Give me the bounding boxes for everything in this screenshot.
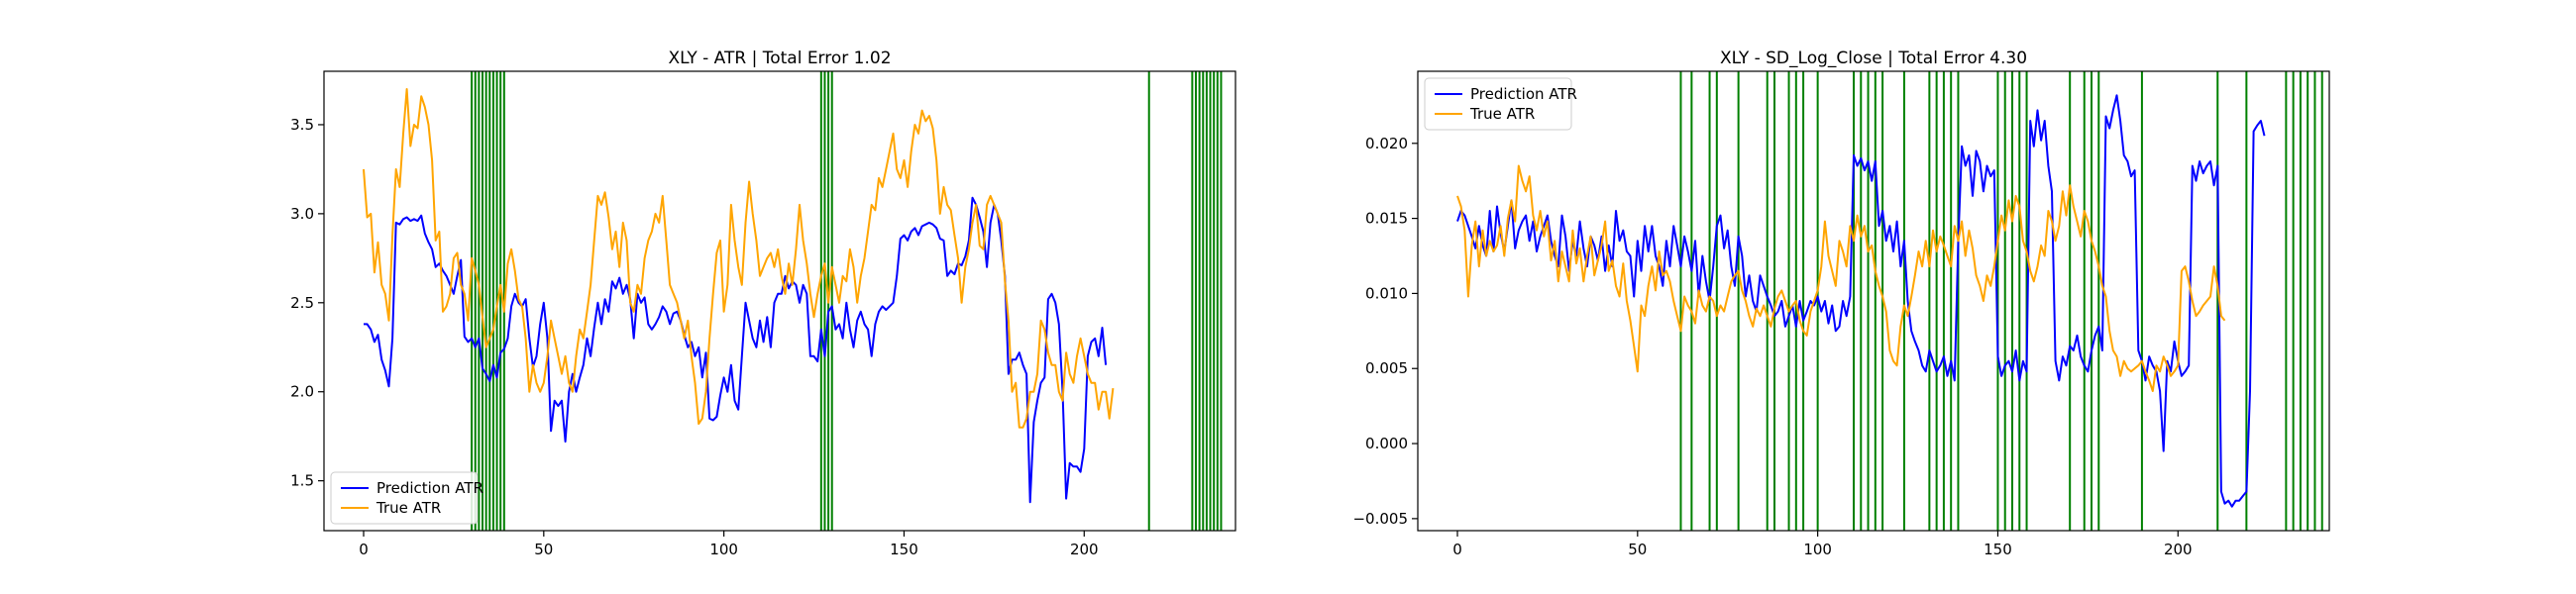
y-tick-label: 0.005 <box>1365 359 1408 377</box>
x-tick-label: 200 <box>2164 541 2193 558</box>
y-tick-label: 0.020 <box>1365 135 1408 152</box>
legend-label: Prediction ATR <box>376 479 483 497</box>
axes-frame <box>323 70 1236 532</box>
x-tick-label: 150 <box>1984 541 2012 558</box>
chart-title: XLY - SD_Log_Close | Total Error 4.30 <box>1720 49 2027 68</box>
series-line-true <box>1456 164 2226 392</box>
x-tick-label: 100 <box>1803 541 1832 558</box>
legend-label: Prediction ATR <box>1470 85 1577 103</box>
x-tick-label: 0 <box>1452 541 1462 558</box>
chart-title: XLY - ATR | Total Error 1.02 <box>668 49 891 68</box>
axes-frame <box>1417 70 2330 532</box>
x-tick-label: 200 <box>1070 541 1099 558</box>
series-line-true <box>363 88 1115 429</box>
plot-area: 0 50 100 150 200 1.5 2.0 2.5 3.0 3.5 Prediction AT… <box>290 70 1236 558</box>
legend-label: True ATR <box>1469 105 1535 123</box>
legend: Prediction ATR True ATR <box>330 471 483 525</box>
y-tick-label: 3.5 <box>290 116 314 134</box>
y-tick-label: 2.0 <box>290 383 314 401</box>
x-tick-label: 0 <box>359 541 369 558</box>
x-tick-label: 150 <box>890 541 918 558</box>
y-tick-label: 3.0 <box>290 205 314 223</box>
y-tick-label: 2.5 <box>290 294 314 312</box>
legend: Prediction ATR True ATR <box>1424 77 1577 131</box>
y-tick-label: −0.005 <box>1352 510 1408 528</box>
y-tick-label: 1.5 <box>290 472 314 490</box>
chart-sd-log-close: XLY - SD_Log_Close | Total Error 4.30 0 5… <box>1352 49 2330 558</box>
x-tick-label: 100 <box>709 541 738 558</box>
series-line-prediction <box>364 196 1108 504</box>
x-tick-label: 50 <box>534 541 553 558</box>
plot-area: 0 50 100 150 200 −0.005 0.000 0.005 0.010 0.015 0.… <box>1352 70 2330 558</box>
y-tick-label: 0.010 <box>1365 284 1408 302</box>
legend-box <box>330 471 479 525</box>
x-tick-label: 50 <box>1628 541 1647 558</box>
legend-box <box>1424 77 1572 131</box>
y-tick-label: 0.000 <box>1365 435 1408 452</box>
legend-label: True ATR <box>376 499 441 517</box>
chart-atr: XLY - ATR | Total Error 1.02 0 50 100 150 20… <box>290 49 1236 558</box>
y-tick-label: 0.015 <box>1365 210 1408 228</box>
